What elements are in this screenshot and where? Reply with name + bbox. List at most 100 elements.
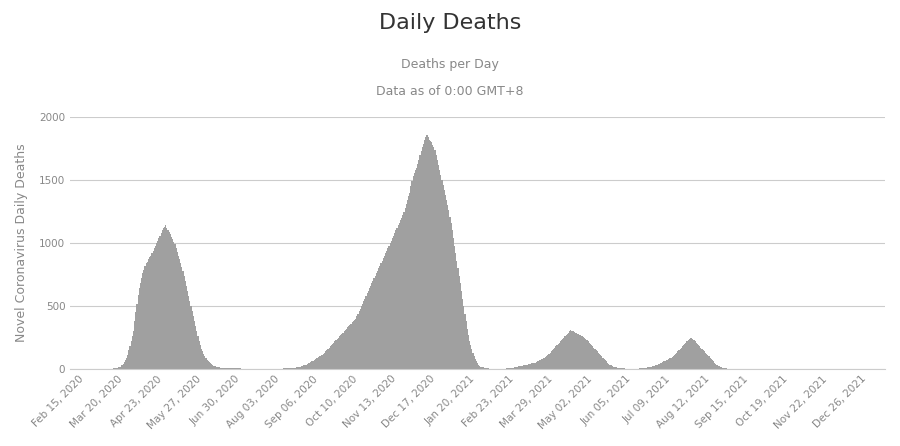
Bar	[457, 268, 459, 369]
Bar	[658, 364, 659, 369]
Bar	[671, 357, 672, 369]
Bar	[449, 217, 451, 369]
Bar	[371, 283, 373, 369]
Bar	[345, 330, 346, 369]
Bar	[617, 368, 618, 369]
Bar	[668, 359, 670, 369]
Bar	[433, 147, 435, 369]
Bar	[464, 314, 465, 369]
Bar	[474, 359, 476, 369]
Bar	[116, 368, 117, 369]
Bar	[416, 168, 418, 369]
Bar	[348, 326, 349, 369]
Bar	[188, 296, 189, 369]
Bar	[711, 359, 712, 369]
Bar	[540, 359, 542, 369]
Bar	[216, 367, 217, 369]
Bar	[562, 339, 563, 369]
Bar	[526, 364, 527, 369]
Bar	[674, 355, 675, 369]
Bar	[641, 368, 642, 369]
Text: Data as of 0:00 GMT+8: Data as of 0:00 GMT+8	[376, 85, 524, 98]
Bar	[233, 368, 234, 369]
Bar	[444, 190, 445, 369]
Bar	[294, 368, 295, 369]
Bar	[687, 341, 688, 369]
Bar	[652, 366, 653, 369]
Bar	[160, 233, 162, 369]
Bar	[148, 260, 149, 369]
Bar	[481, 367, 482, 369]
Bar	[560, 341, 561, 369]
Bar	[176, 252, 178, 369]
Bar	[279, 368, 280, 369]
Bar	[213, 366, 214, 369]
Bar	[315, 359, 316, 369]
Bar	[518, 366, 519, 369]
Bar	[461, 291, 462, 369]
Bar	[196, 331, 197, 369]
Bar	[647, 367, 649, 369]
Bar	[679, 350, 680, 369]
Bar	[460, 283, 461, 369]
Bar	[438, 165, 439, 369]
Bar	[358, 311, 360, 369]
Bar	[391, 240, 392, 369]
Bar	[328, 347, 329, 369]
Bar	[162, 231, 163, 369]
Bar	[530, 364, 531, 369]
Bar	[700, 347, 701, 369]
Bar	[590, 344, 591, 369]
Bar	[192, 311, 193, 369]
Bar	[447, 205, 448, 369]
Bar	[420, 151, 422, 369]
Bar	[355, 318, 356, 369]
Bar	[638, 368, 639, 369]
Bar	[563, 338, 564, 369]
Bar	[440, 175, 441, 369]
Bar	[130, 341, 131, 369]
Bar	[360, 309, 361, 369]
Bar	[141, 278, 142, 369]
Bar	[478, 365, 480, 369]
Bar	[243, 368, 245, 369]
Bar	[701, 349, 703, 369]
Bar	[183, 271, 184, 369]
Bar	[205, 358, 207, 369]
Bar	[142, 273, 143, 369]
Bar	[425, 137, 427, 369]
Bar	[202, 351, 203, 369]
Bar	[544, 357, 546, 369]
Bar	[567, 334, 568, 369]
Bar	[418, 160, 419, 369]
Bar	[470, 345, 472, 369]
Bar	[591, 345, 592, 369]
Bar	[598, 353, 599, 369]
Bar	[703, 350, 704, 369]
Bar	[203, 354, 204, 369]
Bar	[336, 340, 337, 369]
Bar	[415, 170, 416, 369]
Bar	[459, 276, 460, 369]
Bar	[621, 368, 622, 369]
Bar	[537, 361, 538, 369]
Bar	[423, 144, 424, 369]
Bar	[199, 341, 200, 369]
Bar	[554, 347, 555, 369]
Bar	[577, 334, 579, 369]
Bar	[584, 338, 585, 369]
Bar	[286, 368, 287, 369]
Bar	[439, 170, 440, 369]
Bar	[593, 347, 594, 369]
Bar	[623, 368, 625, 369]
Bar	[542, 359, 543, 369]
Bar	[352, 322, 353, 369]
Bar	[606, 361, 608, 369]
Bar	[325, 351, 327, 369]
Bar	[113, 368, 114, 369]
Bar	[168, 232, 170, 369]
Bar	[400, 220, 401, 369]
Bar	[519, 366, 521, 369]
Text: Daily Deaths: Daily Deaths	[379, 13, 521, 33]
Bar	[609, 365, 610, 369]
